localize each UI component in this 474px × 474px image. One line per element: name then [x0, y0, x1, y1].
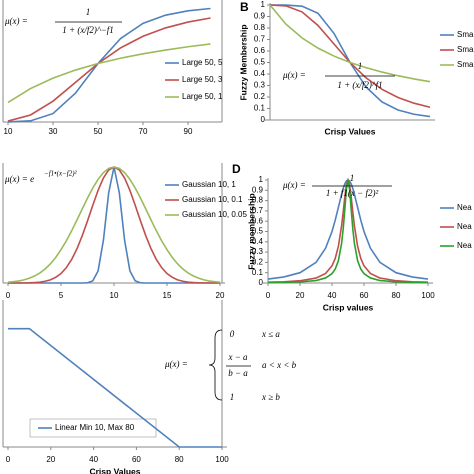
- series-line: [269, 4, 431, 109]
- x-tick-label: 60: [132, 455, 141, 464]
- legend-label: Linear Min 10, Max 80: [55, 423, 135, 432]
- x-tick-label: 80: [175, 455, 184, 464]
- y-tick-label: 0.8: [252, 196, 264, 205]
- legend-label: Sma: [457, 60, 474, 69]
- x-tick-label: 10: [4, 127, 13, 136]
- x-tick-label: 60: [360, 291, 369, 300]
- y-tick-label: 0.5: [252, 227, 264, 236]
- x-tick-label: 40: [89, 455, 98, 464]
- x-tick-label: 100: [421, 291, 435, 300]
- x-tick-label: 0: [6, 455, 11, 464]
- series-line: [7, 166, 221, 283]
- x-tick-label: 40: [328, 291, 337, 300]
- legend-label: Nea: [457, 222, 472, 231]
- y-tick-label: 0.7: [252, 206, 264, 215]
- legend-label: Gaussian 10, 0.1: [182, 195, 243, 204]
- x-axis-title: Crisp Values: [89, 466, 140, 474]
- y-tick-label: 0.4: [252, 237, 264, 246]
- series-line: [7, 43, 211, 104]
- series-line: [269, 4, 431, 83]
- formula: x − a: [227, 352, 248, 362]
- legend-label: Sma: [457, 45, 474, 54]
- formula: 1 + (x/f2)^f1: [337, 80, 382, 90]
- x-tick-label: 80: [392, 291, 401, 300]
- x-tick-label: 15: [163, 291, 172, 300]
- y-tick-label: 0.3: [254, 81, 266, 90]
- panel-label: D: [232, 162, 241, 176]
- y-tick-label: 0.6: [252, 216, 264, 225]
- legend-label: Nea: [457, 241, 472, 250]
- series-line: [8, 327, 222, 448]
- formula: 0: [230, 329, 235, 339]
- y-tick-label: 0: [259, 278, 264, 287]
- y-tick-label: 0.4: [254, 69, 266, 78]
- y-tick-label: 0.3: [252, 247, 264, 256]
- x-tick-label: 0: [6, 291, 11, 300]
- formula: x ≤ a: [261, 329, 280, 339]
- series-line: [267, 179, 429, 284]
- x-tick-label: 100: [215, 455, 229, 464]
- formula: 1: [350, 173, 355, 183]
- x-axis-title: Crisp Values: [324, 126, 375, 136]
- formula: 1: [86, 7, 91, 17]
- x-tick-label: 10: [110, 291, 119, 300]
- series-line: [7, 17, 211, 122]
- formula: 1 + f1(x − f2)²: [326, 188, 379, 198]
- y-axis-title: Fuzzy membership: [246, 193, 256, 270]
- legend-label: Gaussian 10, 1: [182, 180, 236, 189]
- formula: 1: [230, 392, 235, 402]
- legend-label: Nea: [457, 203, 472, 212]
- formula: −f1•(x−f2)²: [44, 170, 78, 178]
- y-tick-label: 0.9: [252, 185, 264, 194]
- y-tick-label: 1: [261, 0, 266, 9]
- y-axis-title: Fuzzy Membership: [238, 24, 248, 100]
- formula: μ(x) =: [282, 70, 306, 80]
- formula: 1: [358, 61, 363, 71]
- x-tick-label: 5: [59, 291, 64, 300]
- x-tick-label: 20: [296, 291, 305, 300]
- y-tick-label: 0.2: [252, 258, 264, 267]
- y-tick-label: 0.5: [254, 58, 266, 67]
- x-tick-label: 20: [46, 455, 55, 464]
- formula: b − a: [228, 368, 248, 378]
- x-tick-label: 70: [139, 127, 148, 136]
- formula: μ(x) = e: [4, 174, 34, 184]
- legend-label: Sma: [457, 30, 474, 39]
- formula: μ(x) =: [282, 180, 306, 190]
- panel-label: B: [240, 0, 249, 14]
- legend-label: Gaussian 10, 0.05: [182, 210, 247, 219]
- formula: 1 + (x/f2)^−f1: [62, 25, 113, 35]
- y-tick-label: 0.8: [254, 23, 266, 32]
- x-tick-label: 30: [49, 127, 58, 136]
- x-axis-title: Crisp values: [323, 302, 374, 312]
- brace: [208, 329, 223, 401]
- x-tick-label: 20: [216, 291, 225, 300]
- formula: μ(x) =: [164, 359, 188, 369]
- legend-label: Large 50, 1: [182, 92, 223, 101]
- formula: a < x < b: [262, 360, 297, 370]
- y-tick-label: 0.6: [254, 46, 266, 55]
- x-tick-label: 90: [184, 127, 193, 136]
- formula: x ≥ b: [261, 392, 280, 402]
- x-tick-label: 0: [266, 291, 271, 300]
- y-tick-label: 0.1: [254, 104, 266, 113]
- y-tick-label: 0.2: [254, 92, 266, 101]
- legend-label: Large 50, 5: [182, 58, 223, 67]
- y-tick-label: 1: [259, 175, 264, 184]
- y-tick-label: 0.7: [254, 35, 266, 44]
- y-tick-label: 0.9: [254, 12, 266, 21]
- formula: μ(x) =: [4, 16, 28, 26]
- x-tick-label: 50: [94, 127, 103, 136]
- y-tick-label: 0.1: [252, 268, 264, 277]
- series-line: [7, 7, 211, 123]
- legend-label: Large 50, 3: [182, 75, 223, 84]
- y-tick-label: 0: [261, 115, 266, 124]
